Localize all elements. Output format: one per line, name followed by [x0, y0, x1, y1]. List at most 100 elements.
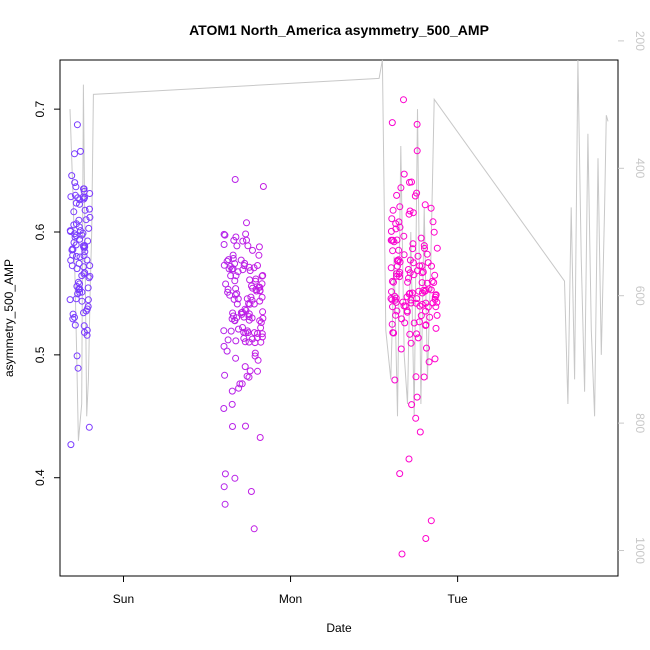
data-point: [242, 230, 250, 238]
data-point: [396, 268, 404, 276]
y-tick-label: 0.6: [33, 223, 47, 240]
data-point: [231, 474, 239, 482]
data-point: [431, 271, 439, 279]
data-point: [258, 280, 266, 288]
data-point: [403, 293, 411, 301]
data-point: [388, 119, 396, 127]
data-point: [246, 300, 254, 308]
data-point: [250, 264, 258, 272]
data-point: [245, 316, 253, 324]
data-point: [74, 278, 82, 286]
data-point: [389, 303, 396, 311]
data-point: [251, 352, 259, 360]
data-point: [421, 244, 428, 252]
data-point: [256, 287, 264, 294]
data-point: [408, 289, 416, 297]
data-point: [414, 334, 422, 342]
data-point: [250, 329, 258, 337]
data-point: [237, 309, 245, 317]
data-point: [422, 307, 429, 315]
data-point: [248, 296, 256, 304]
data-point: [77, 147, 84, 155]
data-point: [72, 252, 80, 260]
data-point: [429, 218, 437, 226]
data-point: [229, 255, 237, 262]
data-point: [73, 352, 81, 360]
x-tick-label: Mon: [279, 592, 302, 606]
x-axis-label: Date: [326, 621, 352, 635]
data-point: [84, 237, 92, 245]
data-point: [415, 318, 423, 326]
data-point: [224, 336, 232, 344]
data-point: [409, 240, 417, 248]
data-point: [227, 327, 235, 335]
data-point: [245, 263, 253, 271]
data-point: [239, 266, 247, 274]
data-point: [71, 150, 78, 158]
data-point: [234, 268, 242, 276]
data-point: [236, 380, 244, 388]
data-point: [221, 231, 229, 239]
data-point: [417, 234, 425, 242]
data-point: [221, 371, 229, 379]
data-point: [396, 273, 403, 281]
data-point: [431, 355, 439, 363]
chart-title: ATOM1 North_America asymmetry_500_AMP: [189, 22, 489, 38]
data-point: [73, 121, 81, 129]
data-point: [408, 401, 416, 409]
data-point: [426, 313, 434, 321]
data-point: [428, 277, 436, 285]
data-point: [429, 299, 437, 307]
y-axis-label: asymmetry_500_AMP: [2, 259, 16, 377]
data-point: [259, 314, 267, 322]
data-point: [396, 223, 404, 231]
data-point: [421, 201, 429, 209]
x-tick-label: Tue: [447, 592, 468, 606]
data-point: [396, 203, 404, 211]
data-point: [72, 295, 80, 303]
data-point: [254, 330, 261, 337]
data-point: [237, 256, 245, 264]
data-point: [406, 330, 414, 338]
data-point: [232, 272, 240, 280]
data-point: [220, 342, 228, 350]
data-point: [393, 191, 401, 199]
data-point: [81, 206, 89, 214]
data-point: [427, 517, 435, 525]
data-point: [81, 269, 89, 277]
data-point: [228, 387, 236, 395]
data-point: [420, 242, 428, 250]
data-point: [220, 261, 228, 269]
data-point: [410, 319, 418, 327]
data-point: [258, 272, 266, 280]
data-point: [245, 373, 253, 381]
data-point: [420, 373, 428, 381]
data-point: [69, 246, 77, 254]
data-point: [67, 228, 74, 235]
x-axis: Sun Mon Tue: [113, 576, 468, 606]
data-point: [259, 308, 267, 316]
data-point: [76, 280, 83, 288]
data-point: [422, 535, 430, 542]
data-point: [417, 312, 425, 320]
data-point: [80, 309, 87, 317]
data-point: [387, 227, 395, 235]
data-point: [405, 210, 413, 218]
data-point: [73, 265, 81, 273]
data-point: [396, 470, 404, 478]
data-point: [243, 219, 250, 227]
data-point: [220, 241, 228, 248]
data-point: [423, 279, 431, 287]
data-point: [421, 287, 429, 295]
data-point: [388, 215, 396, 223]
data-point: [220, 483, 228, 491]
data-point: [390, 238, 398, 246]
data-point: [76, 196, 84, 204]
data-point: [392, 294, 400, 302]
data-point: [259, 183, 267, 190]
data-point: [400, 232, 408, 240]
data-point: [404, 278, 412, 286]
data-point: [220, 230, 228, 238]
data-point: [230, 295, 238, 303]
data-point: [78, 297, 86, 305]
